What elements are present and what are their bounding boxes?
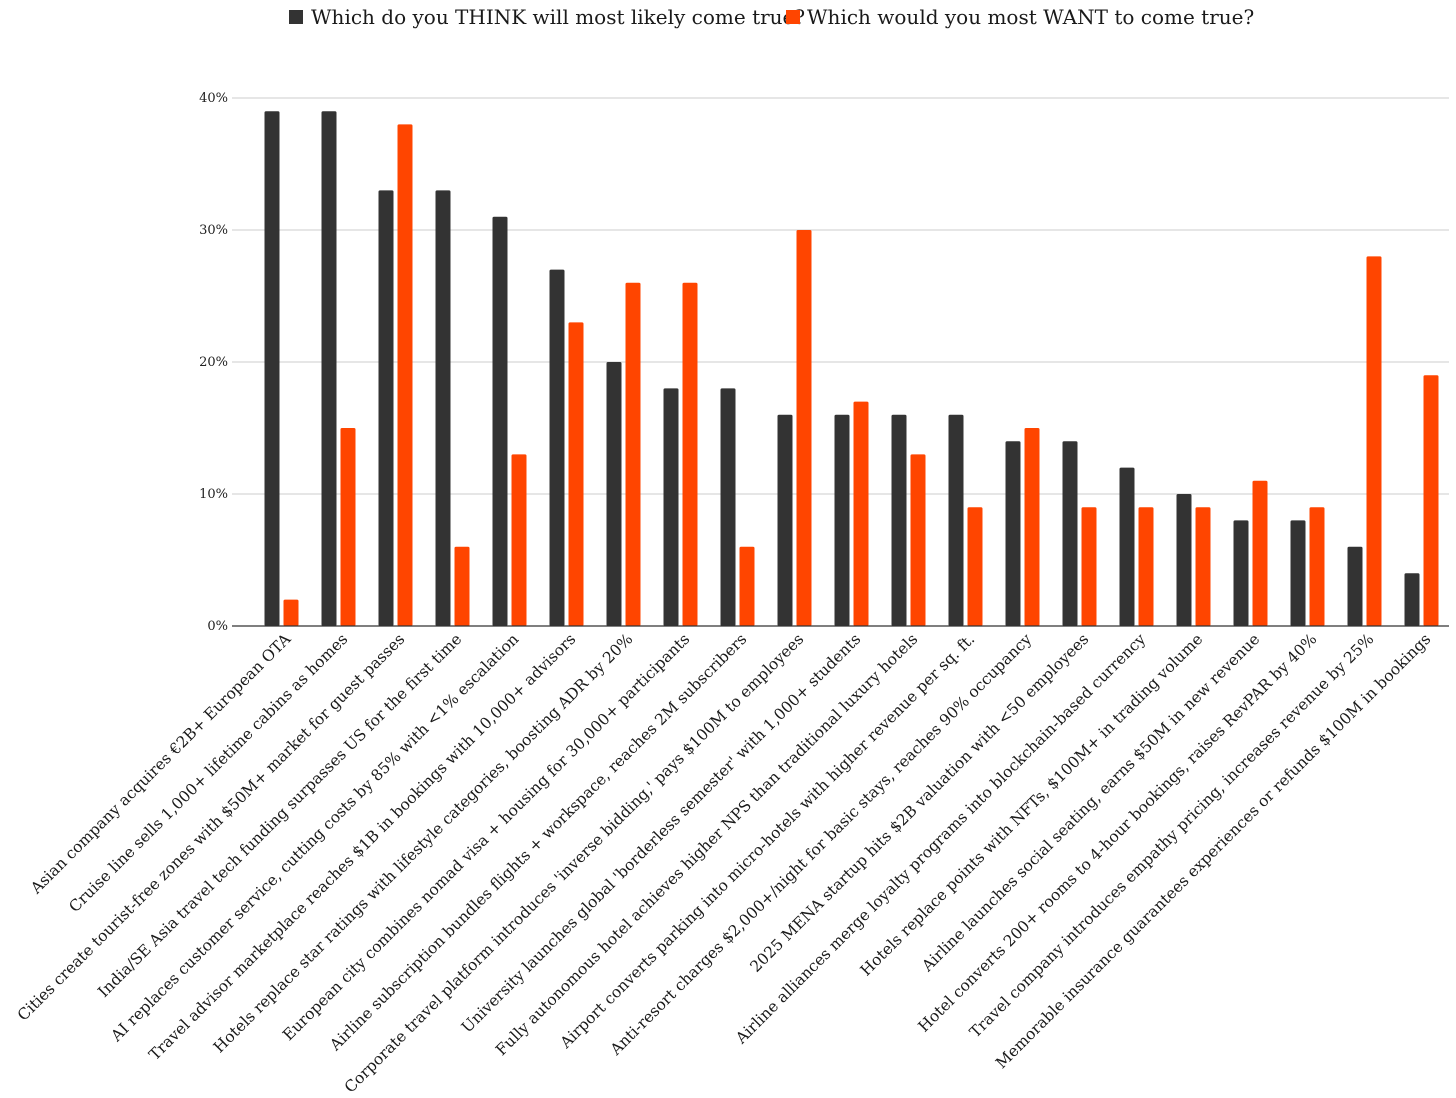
bar-think[interactable] xyxy=(378,190,394,626)
bar-think[interactable] xyxy=(606,362,622,626)
bar-want[interactable] xyxy=(682,282,698,626)
x-axis-labels: Asian company acquires €2B+ European OTA… xyxy=(14,630,1434,1097)
bar-want[interactable] xyxy=(1024,428,1040,626)
legend: Which do you THINK will most likely come… xyxy=(289,5,1254,29)
x-category-label: Travel advisor marketplace reaches $1B i… xyxy=(145,630,579,1064)
bar-want[interactable] xyxy=(796,230,812,626)
y-tick-label: 20% xyxy=(199,355,228,370)
bar-want[interactable] xyxy=(340,428,356,626)
bar-want[interactable] xyxy=(739,546,755,626)
y-tick-label: 0% xyxy=(207,619,228,634)
legend-label-think: Which do you THINK will most likely come… xyxy=(311,5,805,29)
bar-think[interactable] xyxy=(321,111,337,626)
bar-want[interactable] xyxy=(1252,480,1268,626)
bar-want[interactable] xyxy=(1309,507,1325,626)
legend-item-think[interactable]: Which do you THINK will most likely come… xyxy=(289,5,805,29)
bar-want[interactable] xyxy=(397,124,413,627)
bar-think[interactable] xyxy=(1119,467,1135,626)
y-tick-label: 30% xyxy=(199,223,228,238)
x-category-label: India/SE Asia travel tech funding surpas… xyxy=(95,630,466,1001)
bar-want[interactable] xyxy=(1366,256,1382,626)
x-category-label: Anti-resort charges $2,000+/night for ba… xyxy=(606,630,1035,1059)
bar-think[interactable] xyxy=(1404,573,1420,626)
bar-want[interactable] xyxy=(625,282,641,626)
legend-swatch-think xyxy=(289,10,303,24)
bar-want[interactable] xyxy=(568,322,584,626)
bar-think[interactable] xyxy=(1290,520,1306,626)
bar-want[interactable] xyxy=(283,599,299,626)
x-category-label: Memorable insurance guarantees experienc… xyxy=(992,630,1434,1072)
bar-think[interactable] xyxy=(1005,441,1021,626)
y-tick-label: 40% xyxy=(199,91,228,106)
bar-think[interactable] xyxy=(435,190,451,626)
x-category-label: Fully autonomous hotel achieves higher N… xyxy=(492,630,921,1059)
bars xyxy=(264,111,1439,627)
bar-want[interactable] xyxy=(1081,507,1097,626)
bar-think[interactable] xyxy=(492,216,508,627)
bar-think[interactable] xyxy=(1233,520,1249,626)
bar-want[interactable] xyxy=(967,507,983,626)
bar-want[interactable] xyxy=(1195,507,1211,626)
bar-want[interactable] xyxy=(853,401,869,626)
bar-think[interactable] xyxy=(720,388,736,626)
bar-think[interactable] xyxy=(549,269,565,626)
bar-want[interactable] xyxy=(511,454,527,626)
bar-think[interactable] xyxy=(264,111,280,626)
bar-think[interactable] xyxy=(834,414,850,626)
bar-want[interactable] xyxy=(1423,375,1439,626)
bar-want[interactable] xyxy=(1138,507,1154,626)
bar-think[interactable] xyxy=(1062,441,1078,626)
bar-think[interactable] xyxy=(1347,546,1363,626)
y-axis-ticks: 0% 10% 20% 30% 40% xyxy=(199,91,228,634)
legend-label-want: Which would you most WANT to come true? xyxy=(807,5,1254,29)
bar-think[interactable] xyxy=(777,414,793,626)
x-category-label: Asian company acquires €2B+ European OTA xyxy=(27,630,295,898)
bar-think[interactable] xyxy=(948,414,964,626)
bar-think[interactable] xyxy=(891,414,907,626)
y-tick-label: 10% xyxy=(199,487,228,502)
legend-swatch-want xyxy=(786,10,800,24)
bar-think[interactable] xyxy=(1176,494,1192,626)
bar-think[interactable] xyxy=(663,388,679,626)
legend-item-want[interactable]: Which would you most WANT to come true? xyxy=(786,5,1254,29)
bar-want[interactable] xyxy=(454,546,470,626)
bar-want[interactable] xyxy=(910,454,926,626)
